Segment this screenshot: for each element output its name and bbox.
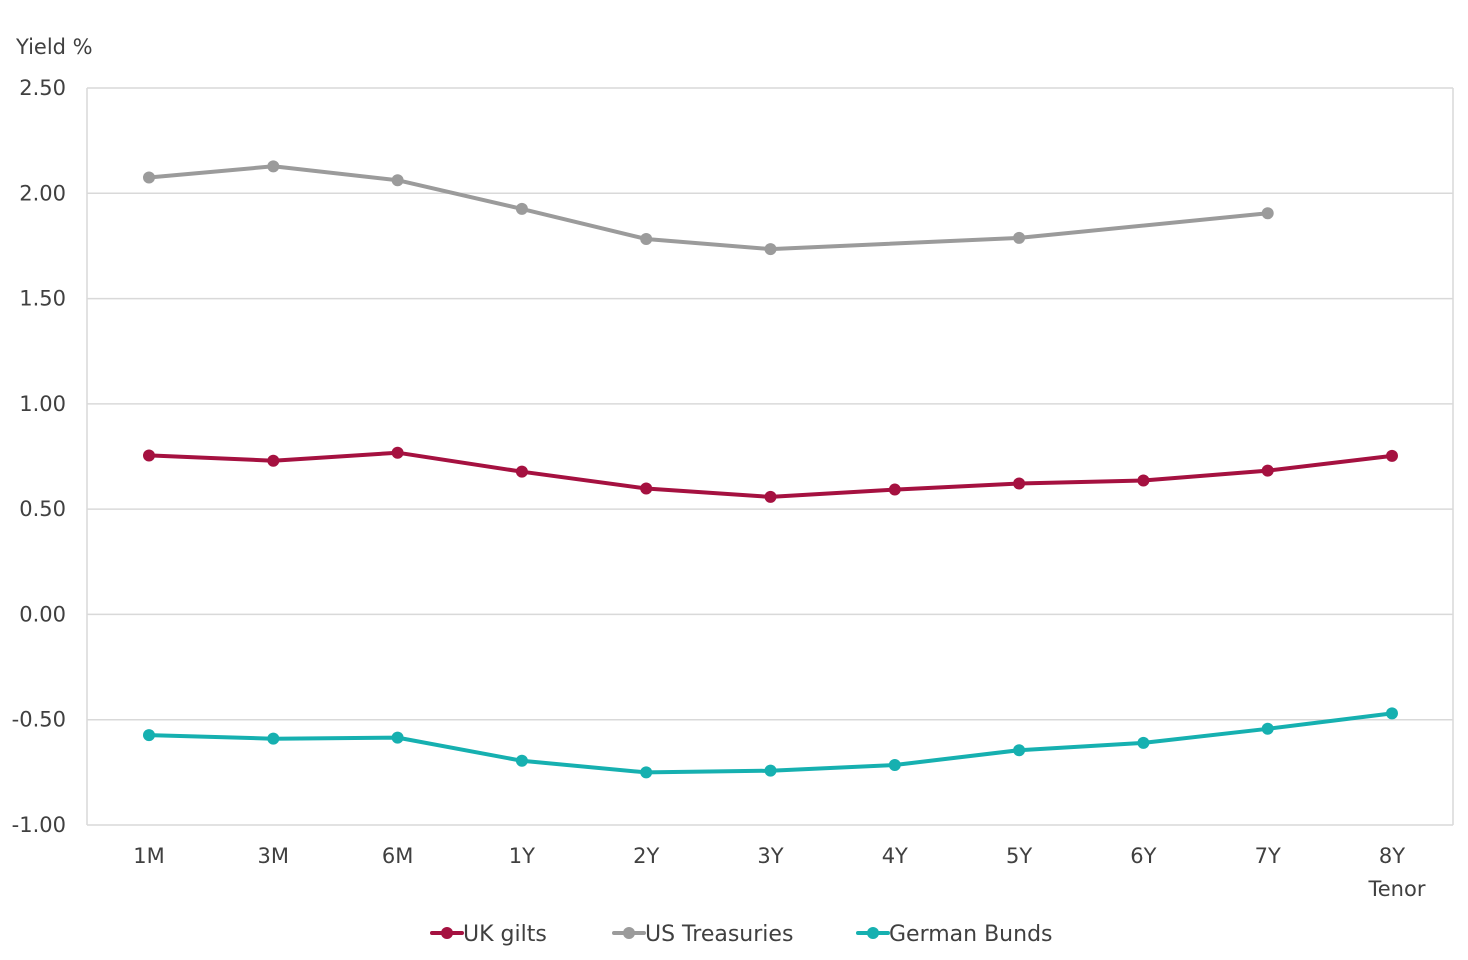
- x-tick-label: 4Y: [882, 844, 908, 868]
- data-point: [640, 232, 653, 245]
- x-tick-label: 1Y: [509, 844, 535, 868]
- x-tick-label: 3M: [258, 844, 289, 868]
- data-point: [391, 174, 404, 187]
- data-point: [1261, 722, 1274, 735]
- data-point: [1386, 449, 1398, 462]
- data-point: [267, 732, 280, 745]
- data-point: [515, 465, 528, 478]
- series-uk-gilts: [143, 446, 1398, 503]
- data-point: [1013, 477, 1026, 490]
- series-german-bunds: [143, 707, 1398, 779]
- x-axis-ticks: 1M 3M 6M 1Y 2Y 3Y 4Y 5Y 6Y 7Y 8Y: [133, 844, 1405, 868]
- y-tick-label: 0.50: [19, 497, 66, 521]
- data-point: [267, 160, 280, 173]
- data-point: [1013, 744, 1026, 757]
- data-point: [1137, 474, 1150, 487]
- y-tick-label: -1.00: [12, 813, 66, 837]
- data-point: [143, 171, 155, 184]
- data-point: [1261, 207, 1274, 220]
- data-point: [640, 482, 653, 495]
- data-point: [515, 202, 528, 215]
- series-line: [147, 450, 1394, 499]
- legend-label: US Treasuries: [645, 922, 793, 947]
- data-point: [1137, 736, 1150, 749]
- data-point: [1261, 464, 1274, 477]
- legend-item: US Treasuries: [612, 922, 793, 947]
- x-tick-label: 6M: [382, 844, 413, 868]
- y-tick-label: 1.50: [19, 287, 66, 311]
- legend-dot-marker: [867, 927, 879, 939]
- y-tick-label: 0.00: [19, 602, 66, 626]
- x-tick-label: 1M: [133, 844, 164, 868]
- x-tick-label: 8Y: [1379, 844, 1405, 868]
- legend-item: UK gilts: [430, 922, 547, 947]
- data-point: [764, 490, 777, 503]
- series-us-treasuries: [143, 160, 1274, 256]
- data-point: [764, 243, 777, 256]
- data-point: [267, 454, 280, 467]
- y-axis-title: Yield %: [15, 35, 93, 59]
- data-point: [143, 729, 155, 742]
- data-point: [1386, 707, 1398, 720]
- series-line: [147, 164, 1270, 252]
- data-point: [143, 449, 155, 462]
- legend-dot-marker: [623, 927, 635, 939]
- x-tick-label: 5Y: [1006, 844, 1032, 868]
- x-tick-label: 3Y: [757, 844, 783, 868]
- data-point: [640, 766, 653, 779]
- gridlines: [86, 87, 1454, 826]
- data-point: [1013, 231, 1026, 244]
- legend-label: German Bunds: [889, 922, 1053, 947]
- data-point: [391, 731, 404, 744]
- x-axis-title: Tenor: [1368, 877, 1426, 901]
- legend-item: German Bunds: [856, 922, 1053, 947]
- data-point: [515, 754, 528, 767]
- legend-label: UK gilts: [463, 922, 547, 947]
- x-tick-label: 7Y: [1255, 844, 1281, 868]
- y-tick-label: -0.50: [12, 708, 66, 732]
- y-tick-label: 2.00: [19, 181, 66, 205]
- series-line: [147, 711, 1394, 775]
- legend-dot-marker: [441, 927, 453, 939]
- y-tick-label: 2.50: [19, 76, 66, 100]
- y-tick-label: 1.00: [19, 392, 66, 416]
- data-point: [888, 758, 901, 771]
- y-axis-ticks: 2.50 2.00 1.50 1.00 0.50 0.00 -0.50 -1.00: [12, 76, 66, 837]
- x-tick-label: 6Y: [1130, 844, 1156, 868]
- legend: UK gilts US Treasuries German Bunds: [430, 922, 1053, 947]
- data-point: [764, 764, 777, 777]
- series-layer: [143, 160, 1398, 779]
- data-point: [391, 446, 404, 459]
- x-tick-label: 2Y: [633, 844, 659, 868]
- data-point: [888, 483, 901, 496]
